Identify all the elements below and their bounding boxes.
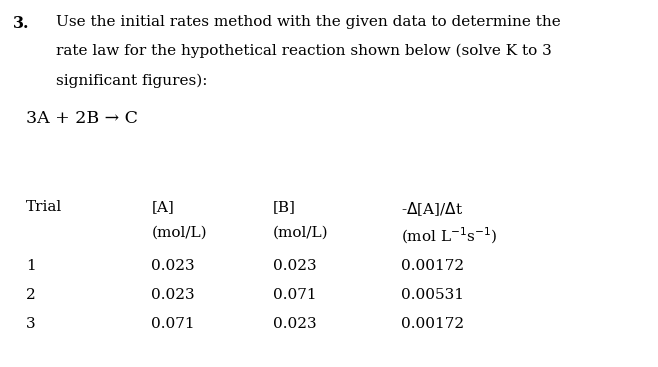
Text: Trial: Trial bbox=[26, 200, 63, 214]
Text: (mol/L): (mol/L) bbox=[151, 226, 207, 240]
Text: rate law for the hypothetical reaction shown below (solve K to 3: rate law for the hypothetical reaction s… bbox=[56, 44, 551, 58]
Text: 3: 3 bbox=[26, 317, 36, 331]
Text: (mol/L): (mol/L) bbox=[273, 226, 329, 240]
Text: 0.00531: 0.00531 bbox=[401, 288, 465, 302]
Text: 2: 2 bbox=[26, 288, 36, 302]
Text: 3.: 3. bbox=[13, 15, 30, 32]
Text: (mol L$^{-1}$s$^{-1}$): (mol L$^{-1}$s$^{-1}$) bbox=[401, 226, 498, 246]
Text: 1: 1 bbox=[26, 259, 36, 273]
Text: 0.023: 0.023 bbox=[273, 317, 316, 331]
Text: 0.071: 0.071 bbox=[273, 288, 316, 302]
Text: 0.023: 0.023 bbox=[151, 259, 195, 273]
Text: significant figures):: significant figures): bbox=[56, 73, 207, 88]
Text: -$\Delta$[A]/$\Delta$t: -$\Delta$[A]/$\Delta$t bbox=[401, 200, 463, 218]
Text: 0.023: 0.023 bbox=[151, 288, 195, 302]
Text: Use the initial rates method with the given data to determine the: Use the initial rates method with the gi… bbox=[56, 15, 561, 29]
Text: 0.023: 0.023 bbox=[273, 259, 316, 273]
Text: [A]: [A] bbox=[151, 200, 174, 214]
Text: 3A + 2B → C: 3A + 2B → C bbox=[26, 110, 138, 127]
Text: 0.00172: 0.00172 bbox=[401, 259, 465, 273]
Text: 0.00172: 0.00172 bbox=[401, 317, 465, 331]
Text: 0.071: 0.071 bbox=[151, 317, 195, 331]
Text: [B]: [B] bbox=[273, 200, 296, 214]
